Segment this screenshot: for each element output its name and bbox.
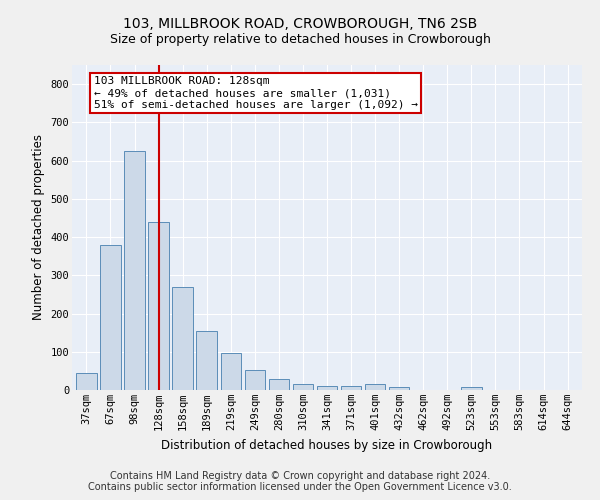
Bar xyxy=(341,386,361,390)
Text: 103, MILLBROOK ROAD, CROWBOROUGH, TN6 2SB: 103, MILLBROOK ROAD, CROWBOROUGH, TN6 2S… xyxy=(123,18,477,32)
Bar xyxy=(100,244,121,390)
Bar xyxy=(389,387,409,390)
Bar xyxy=(221,353,241,390)
Text: Size of property relative to detached houses in Crowborough: Size of property relative to detached ho… xyxy=(110,32,490,46)
Y-axis label: Number of detached properties: Number of detached properties xyxy=(32,134,45,320)
Bar xyxy=(124,151,145,390)
Bar xyxy=(76,373,97,390)
Bar xyxy=(196,330,217,390)
Bar xyxy=(293,384,313,390)
Bar xyxy=(461,387,482,390)
Text: Contains HM Land Registry data © Crown copyright and database right 2024.
Contai: Contains HM Land Registry data © Crown c… xyxy=(88,471,512,492)
Bar xyxy=(317,386,337,390)
Bar xyxy=(172,287,193,390)
Text: 103 MILLBROOK ROAD: 128sqm
← 49% of detached houses are smaller (1,031)
51% of s: 103 MILLBROOK ROAD: 128sqm ← 49% of deta… xyxy=(94,76,418,110)
Bar xyxy=(365,384,385,390)
Bar xyxy=(148,222,169,390)
Bar xyxy=(269,379,289,390)
Bar xyxy=(245,370,265,390)
X-axis label: Distribution of detached houses by size in Crowborough: Distribution of detached houses by size … xyxy=(161,438,493,452)
